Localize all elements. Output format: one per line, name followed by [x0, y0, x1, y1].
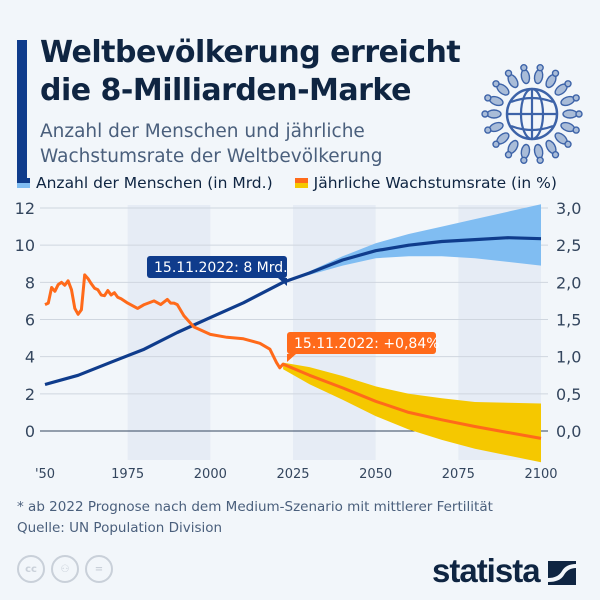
chart-title: Weltbevölkerung erreicht die 8-Milliarde… [40, 34, 461, 110]
x-axis-tick-label: 2100 [524, 467, 557, 482]
title-line-1: Weltbevölkerung erreicht [40, 35, 461, 70]
annotation-growth-text: 15.11.2022: +0,84% [294, 336, 440, 352]
nd-icon[interactable]: = [85, 555, 113, 583]
right-axis-tick-label: 2,0 [556, 273, 581, 292]
right-axis-tick-label: 0,5 [556, 385, 581, 404]
x-axis-tick-label: '50 [35, 467, 55, 482]
footnote: * ab 2022 Prognose nach dem Medium-Szena… [17, 497, 493, 539]
x-axis-tick-label: 1975 [111, 467, 144, 482]
person-head-shape [572, 126, 580, 134]
left-axis-tick-label: 0 [25, 422, 35, 441]
shaded-period-band [127, 205, 211, 460]
person-head-shape [492, 80, 500, 88]
x-axis-tick-label: 2050 [359, 467, 392, 482]
footnote-source: Quelle: UN Population Division [17, 520, 223, 536]
person-body-shape [520, 68, 531, 85]
title-line-2: die 8-Milliarden-Marke [40, 73, 411, 108]
person-body-shape [562, 109, 578, 119]
legend-swatch-growth [294, 178, 308, 188]
legend-item-population: Anzahl der Menschen (in Mrd.) [17, 174, 273, 192]
annotation-population-pointer [278, 278, 287, 286]
legend-item-growth: Jährliche Wachstumsrate (in %) [294, 174, 557, 192]
globe-people-icon [481, 64, 583, 164]
right-axis-tick-label: 2,5 [556, 236, 581, 255]
right-axis-tick-label: 3,0 [556, 199, 581, 218]
person-body-shape [533, 68, 544, 85]
person-head-shape [575, 110, 583, 118]
x-axis-tick-label: 2075 [442, 467, 475, 482]
subtitle-line-2: Wachstumsrate der Weltbevölkerung [40, 146, 383, 167]
statista-logo[interactable]: statista [432, 552, 541, 589]
right-axis-tick-label: 0,0 [556, 422, 581, 441]
person-head-shape [551, 151, 560, 159]
x-axis-tick-label: 2000 [194, 467, 227, 482]
chart: 12 10 8 6 4 2 0 3,0 2,5 2,0 1,5 1,0 0,5 0,0 '50 1975 200… [15, 199, 582, 482]
left-axis-tick-label: 8 [25, 273, 35, 292]
annotation-population-box [147, 256, 287, 278]
left-axis-tick-label: 6 [25, 311, 35, 330]
person-head-shape [484, 94, 492, 102]
legend-label-growth: Jährliche Wachstumsrate (in %) [313, 174, 557, 192]
cc-icon[interactable]: cc [17, 555, 45, 583]
license-icons: cc ⚇ = [17, 555, 113, 583]
left-axis-tick-label: 12 [15, 199, 35, 218]
footnote-note: * ab 2022 Prognose nach dem Medium-Szena… [17, 499, 493, 515]
legend: Anzahl der Menschen (in Mrd.) Jährliche … [17, 174, 579, 192]
title-accent-bar [17, 40, 27, 180]
x-axis-tick-label: 2025 [276, 467, 309, 482]
left-axis-tick-label: 4 [25, 348, 35, 367]
statista-logo-mark-icon [548, 561, 576, 585]
annotation-growth-box [287, 332, 436, 354]
chart-subtitle: Anzahl der Menschen und jährliche Wachst… [40, 119, 382, 169]
annotation-population: 15.11.2022: 8 Mrd. [147, 256, 288, 286]
annotation-growth-pointer [287, 354, 296, 362]
subtitle-line-1: Anzahl der Menschen und jährliche [40, 121, 365, 142]
by-icon[interactable]: ⚇ [51, 555, 79, 583]
population-line [44, 236, 542, 387]
growth-rate-line [44, 273, 542, 440]
person-head-shape [520, 156, 528, 164]
legend-swatch-population [17, 178, 30, 188]
person-head-shape [536, 64, 544, 72]
person-head-shape [484, 126, 492, 134]
right-axis-tick-label: 1,0 [556, 348, 581, 367]
left-axis-tick-label: 10 [15, 236, 35, 255]
person-head-shape [504, 69, 513, 77]
right-axis-tick-label: 1,5 [556, 311, 581, 330]
person-head-shape [551, 69, 560, 77]
person-head-shape [520, 64, 528, 72]
person-body-shape [486, 109, 502, 119]
person-head-shape [536, 156, 544, 164]
person-head-shape [564, 140, 572, 148]
legend-label-population: Anzahl der Menschen (in Mrd.) [36, 174, 273, 192]
person-body-shape [533, 143, 544, 160]
person-head-shape [572, 94, 580, 102]
person-head-shape [504, 151, 513, 159]
person-head-shape [492, 140, 500, 148]
person-head-shape [564, 80, 572, 88]
person-head-shape [481, 110, 489, 118]
annotation-population-text: 15.11.2022: 8 Mrd. [154, 260, 288, 276]
annotation-growth: 15.11.2022: +0,84% [287, 332, 440, 362]
left-axis-tick-label: 2 [25, 385, 35, 404]
person-body-shape [520, 143, 531, 160]
